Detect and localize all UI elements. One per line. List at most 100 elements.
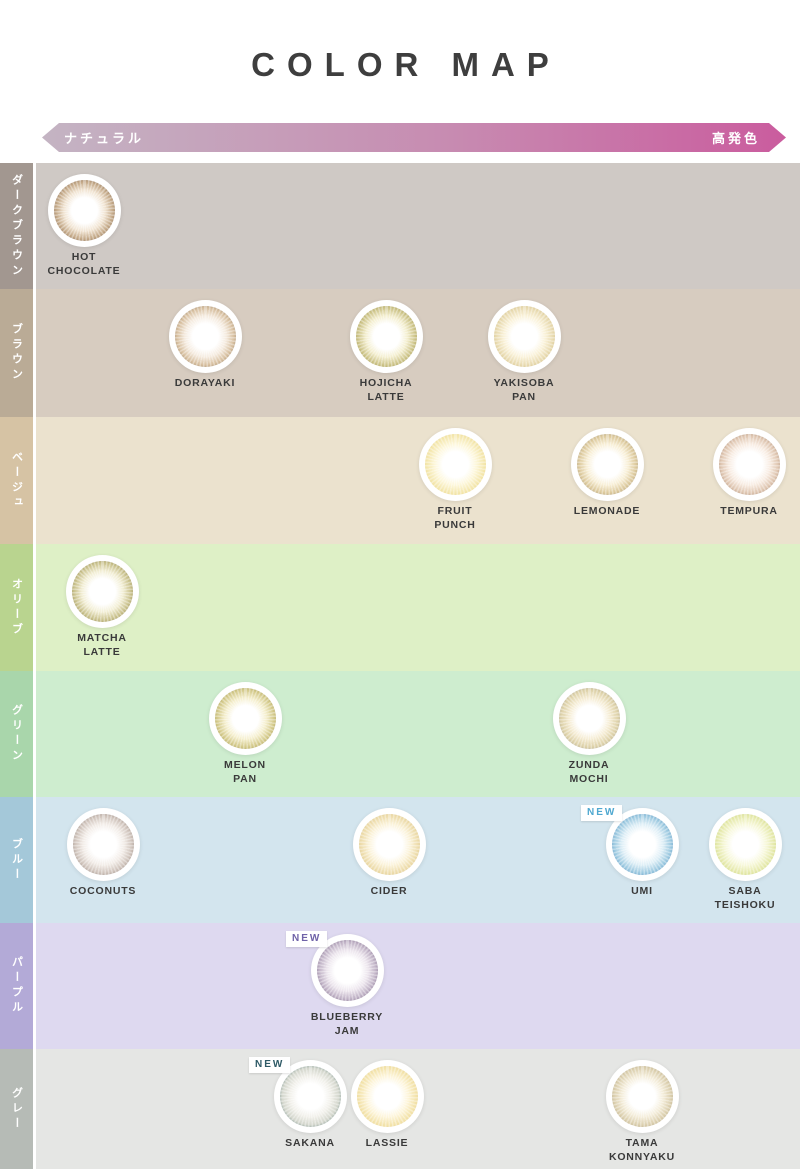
lens-tama-konnyaku[interactable]: TAMA KONNYAKU xyxy=(582,1049,702,1169)
lens-hojicha-latte[interactable]: HOJICHA LATTE xyxy=(326,289,446,417)
category-row--: オリーブ MATCHA LATTE xyxy=(0,544,800,671)
lens-image xyxy=(47,174,121,247)
lens-image xyxy=(168,300,242,373)
category-label: オリーブ xyxy=(0,544,36,671)
lens-image xyxy=(708,808,782,881)
lens-name: HOJICHA LATTE xyxy=(359,377,413,403)
new-badge: NEW xyxy=(249,1057,291,1073)
lens-image xyxy=(487,300,561,373)
lens-yakisoba-pan[interactable]: YAKISOBA PAN xyxy=(464,289,584,417)
category-row--: グリーン MELON PAN ZUNDA MOCHI xyxy=(0,671,800,797)
lens-image xyxy=(65,555,139,628)
row-content: NEW BLUEBERRY JAM xyxy=(36,923,800,1049)
category-row--: ブルー COCONUTS CIDER NEW UMI SABA TEISHOKU xyxy=(0,797,800,923)
lens-image xyxy=(349,300,423,373)
lens-saba-teishoku[interactable]: SABA TEISHOKU xyxy=(685,797,800,923)
lens-iris xyxy=(558,688,620,749)
lens-fruit-punch[interactable]: FRUIT PUNCH xyxy=(395,417,515,544)
lens-iris xyxy=(316,940,378,1001)
row-content: NEW SAKANA LASSIE TAMA KONNYAKU xyxy=(36,1049,800,1169)
lens-image xyxy=(605,1060,679,1133)
lens-iris xyxy=(358,814,420,875)
lens-melon-pan[interactable]: MELON PAN xyxy=(185,671,305,797)
lens-umi[interactable]: NEW UMI xyxy=(581,797,702,923)
lens-iris xyxy=(214,688,276,749)
lens-image xyxy=(570,428,644,501)
lens-image xyxy=(552,682,626,755)
color-category-rows: ダークブラウン HOT CHOCOLATE ブラウン DORAYAKI HOJICHA … xyxy=(0,163,800,1169)
lens-iris xyxy=(356,1066,418,1127)
lens-image xyxy=(352,808,426,881)
lens-sakana[interactable]: NEW SAKANA xyxy=(249,1049,370,1169)
lens-name: ZUNDA MOCHI xyxy=(568,759,610,785)
lens-hot-chocolate[interactable]: HOT CHOCOLATE xyxy=(24,163,144,289)
lens-name: FRUIT PUNCH xyxy=(434,505,476,531)
lens-blueberry-jam[interactable]: NEW BLUEBERRY JAM xyxy=(286,923,407,1049)
lens-cider[interactable]: CIDER xyxy=(329,797,449,923)
lens-lassie[interactable]: LASSIE xyxy=(327,1049,447,1169)
lens-iris xyxy=(355,306,417,367)
natural-to-vivid-scale-bar: ナチュラル 高発色 xyxy=(42,123,786,152)
lens-iris xyxy=(71,561,133,622)
lens-tempura[interactable]: TEMPURA xyxy=(689,417,800,544)
row-content: COCONUTS CIDER NEW UMI SABA TEISHOKU xyxy=(36,797,800,923)
category-row--: パープル NEW BLUEBERRY JAM xyxy=(0,923,800,1049)
category-label: ブルー xyxy=(0,797,36,923)
lens-name: CIDER xyxy=(370,885,408,897)
row-content: DORAYAKI HOJICHA LATTE YAKISOBA PAN xyxy=(36,289,800,417)
row-content: FRUIT PUNCH LEMONADE TEMPURA xyxy=(36,417,800,544)
lens-iris xyxy=(493,306,555,367)
lens-iris xyxy=(174,306,236,367)
category-label: パープル xyxy=(0,923,36,1049)
scale-vivid-label: 高発色 xyxy=(711,131,760,146)
lens-name: TAMA KONNYAKU xyxy=(608,1137,676,1163)
lens-name: BLUEBERRY JAM xyxy=(310,1011,384,1037)
new-badge: NEW xyxy=(581,805,623,821)
page-title: COLOR MAP xyxy=(251,46,561,83)
category-label: ダークブラウン xyxy=(0,163,36,289)
lens-name: SABA TEISHOKU xyxy=(714,885,776,911)
lens-coconuts[interactable]: COCONUTS xyxy=(43,797,163,923)
lens-name: SAKANA xyxy=(285,1137,335,1149)
lens-image xyxy=(418,428,492,501)
lens-image xyxy=(712,428,786,501)
lens-name: MELON PAN xyxy=(224,759,266,785)
row-content: MATCHA LATTE xyxy=(36,544,800,671)
category-row--: グレー NEW SAKANA LASSIE TAMA KONNYAKU xyxy=(0,1049,800,1169)
lens-iris xyxy=(718,434,780,495)
lens-lemonade[interactable]: LEMONADE xyxy=(547,417,667,544)
lens-name: TEMPURA xyxy=(720,505,778,517)
lens-name: LEMONADE xyxy=(573,505,641,517)
lens-iris xyxy=(72,814,134,875)
lens-iris xyxy=(576,434,638,495)
lens-name: UMI xyxy=(631,885,653,897)
category-label: ベージュ xyxy=(0,417,36,544)
category-row--: ベージュ FRUIT PUNCH LEMONADE TEMPURA xyxy=(0,417,800,544)
new-badge: NEW xyxy=(286,931,328,947)
category-row--: ブラウン DORAYAKI HOJICHA LATTE YAKISOBA PAN xyxy=(0,289,800,417)
category-label: ブラウン xyxy=(0,289,36,417)
lens-image xyxy=(273,1060,347,1133)
lens-image xyxy=(66,808,140,881)
category-row--: ダークブラウン HOT CHOCOLATE xyxy=(0,163,800,289)
lens-zunda-mochi[interactable]: ZUNDA MOCHI xyxy=(529,671,649,797)
lens-iris xyxy=(714,814,776,875)
lens-image xyxy=(350,1060,424,1133)
lens-iris xyxy=(424,434,486,495)
row-content: HOT CHOCOLATE xyxy=(36,163,800,289)
lens-matcha-latte[interactable]: MATCHA LATTE xyxy=(42,544,162,671)
lens-name: YAKISOBA PAN xyxy=(493,377,555,403)
lens-name: DORAYAKI xyxy=(174,377,236,389)
lens-iris xyxy=(611,814,673,875)
lens-name: HOT CHOCOLATE xyxy=(47,251,121,277)
lens-iris xyxy=(611,1066,673,1127)
lens-dorayaki[interactable]: DORAYAKI xyxy=(145,289,265,417)
lens-iris xyxy=(279,1066,341,1127)
lens-iris xyxy=(53,180,115,241)
category-label: グリーン xyxy=(0,671,36,797)
category-label: グレー xyxy=(0,1049,36,1169)
scale-natural-label: ナチュラル xyxy=(64,131,145,146)
lens-name: MATCHA LATTE xyxy=(77,632,127,658)
row-content: MELON PAN ZUNDA MOCHI xyxy=(36,671,800,797)
